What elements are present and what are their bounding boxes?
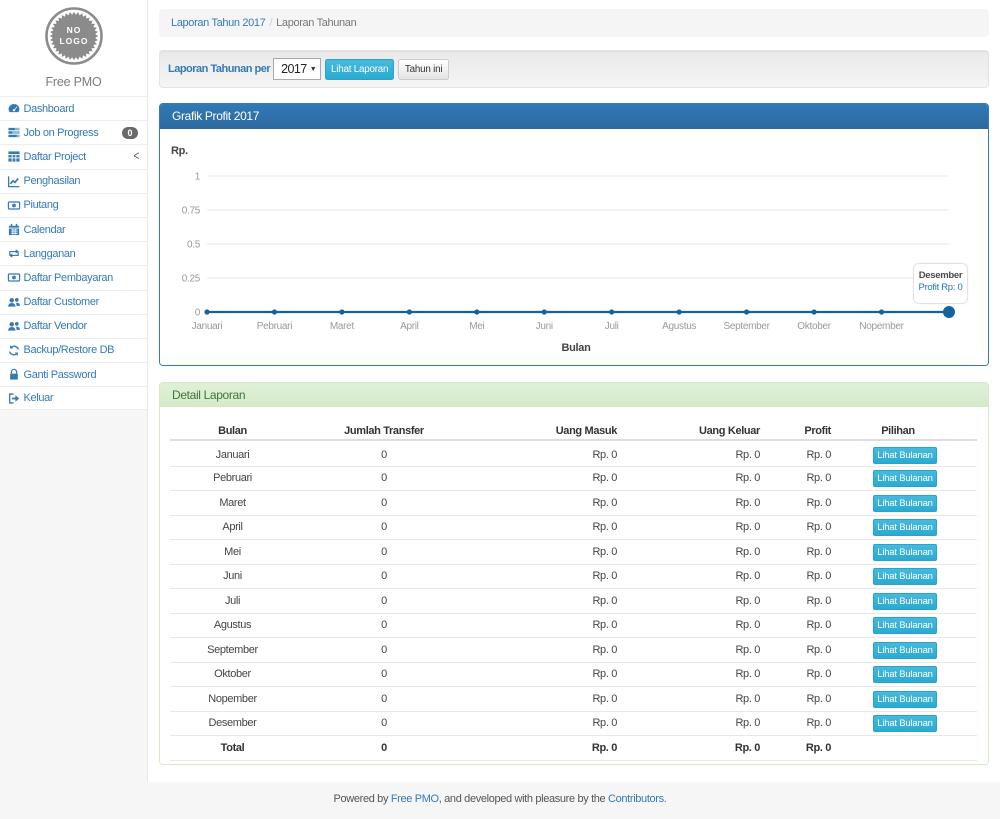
svg-text:Nopember: Nopember xyxy=(859,321,904,332)
svg-text:Pebruari: Pebruari xyxy=(257,321,292,332)
svg-text:Juni: Juni xyxy=(536,321,553,332)
svg-text:Oktober: Oktober xyxy=(797,321,831,332)
svg-text:Agustus: Agustus xyxy=(662,321,696,332)
svg-text:0.75: 0.75 xyxy=(182,206,201,217)
svg-text:September: September xyxy=(723,321,770,332)
svg-text:Rp.: Rp. xyxy=(171,145,188,157)
svg-text:Bulan: Bulan xyxy=(561,342,591,354)
svg-text:LOGO: LOGO xyxy=(59,36,88,46)
svg-text:0: 0 xyxy=(195,308,201,319)
svg-text:1: 1 xyxy=(195,172,201,183)
svg-text:April: April xyxy=(400,321,419,332)
svg-text:Juli: Juli xyxy=(605,321,619,332)
svg-text:NO: NO xyxy=(66,25,81,35)
svg-text:Maret: Maret xyxy=(330,321,355,332)
svg-text:Mei: Mei xyxy=(469,321,484,332)
svg-text:Januari: Januari xyxy=(192,321,223,332)
svg-text:0.5: 0.5 xyxy=(187,240,201,251)
svg-text:0.25: 0.25 xyxy=(182,274,201,285)
